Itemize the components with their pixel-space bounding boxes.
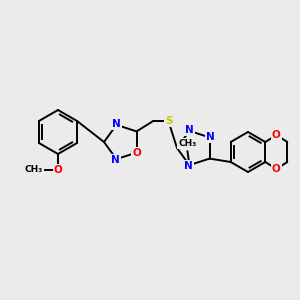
Text: N: N: [112, 119, 121, 129]
Text: N: N: [184, 161, 193, 171]
Text: CH₃: CH₃: [25, 166, 43, 175]
Text: O: O: [272, 164, 281, 174]
Text: N: N: [206, 132, 215, 142]
Text: O: O: [132, 148, 141, 158]
Text: N: N: [111, 155, 120, 165]
Text: O: O: [54, 165, 62, 175]
Text: N: N: [185, 125, 194, 135]
Text: CH₃: CH₃: [178, 139, 196, 148]
Text: S: S: [165, 116, 172, 126]
Text: O: O: [272, 130, 281, 140]
